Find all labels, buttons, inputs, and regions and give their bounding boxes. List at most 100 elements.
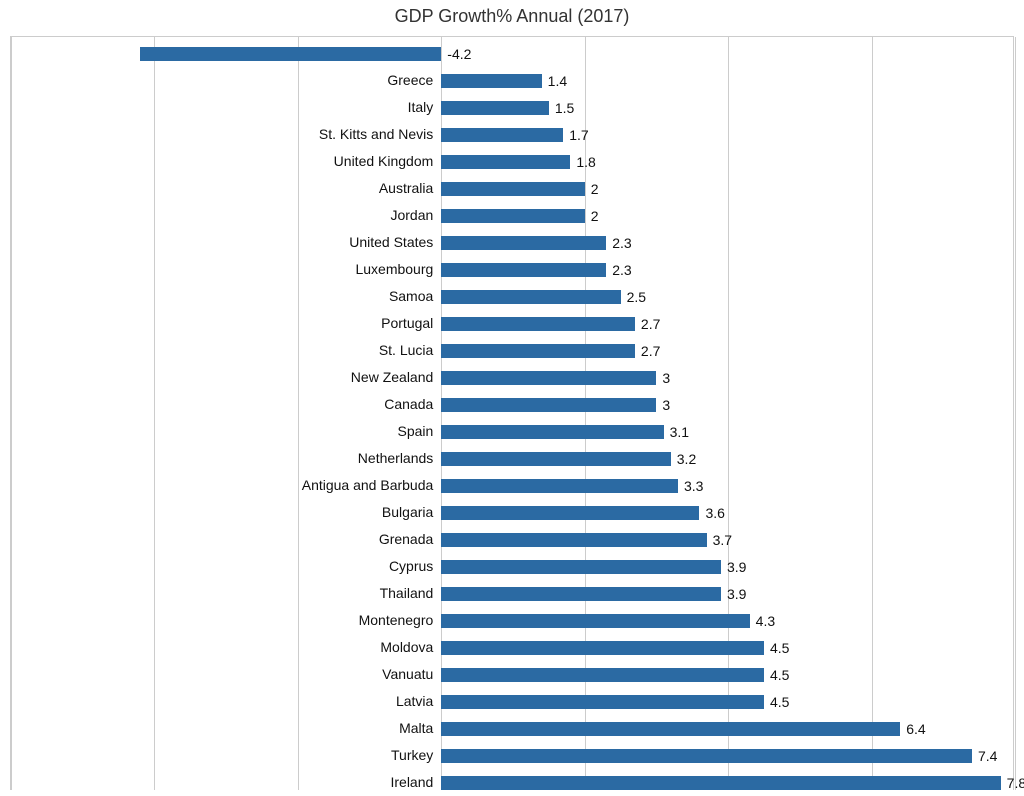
value-label: 2.5	[627, 289, 646, 305]
value-label: 3	[662, 370, 670, 386]
value-label: 2.3	[612, 235, 631, 251]
value-label: 4.5	[770, 640, 789, 656]
value-label: 7.4	[978, 748, 997, 764]
bar	[441, 668, 764, 682]
bar	[441, 560, 721, 574]
category-label: Spain	[397, 423, 433, 439]
value-label: 4.3	[756, 613, 775, 629]
bar-row: Malta 6.4	[11, 715, 1013, 742]
bar	[441, 101, 549, 115]
value-label: -4.2	[447, 46, 471, 62]
bar	[441, 641, 764, 655]
category-label: Turkey	[391, 747, 433, 763]
category-label: Vanuatu	[382, 666, 433, 682]
value-label: 2.7	[641, 343, 660, 359]
category-label: Samoa	[389, 288, 433, 304]
bar	[441, 398, 656, 412]
value-label: 3.1	[670, 424, 689, 440]
bar	[441, 452, 670, 466]
category-label: Portugal	[381, 315, 433, 331]
category-label: Moldova	[380, 639, 433, 655]
category-label: St. Lucia	[379, 342, 433, 358]
category-label: Jordan	[390, 207, 433, 223]
bar	[441, 587, 721, 601]
category-label: United States	[349, 234, 433, 250]
bar-row: New Zealand 3	[11, 364, 1013, 391]
category-label: Cyprus	[389, 558, 433, 574]
value-label: 3.2	[677, 451, 696, 467]
category-label: Canada	[384, 396, 433, 412]
category-label: New Zealand	[351, 369, 434, 385]
bar-row: Antigua and Barbuda 3.3	[11, 472, 1013, 499]
value-label: 3.9	[727, 559, 746, 575]
bar	[441, 479, 678, 493]
category-label: Malta	[399, 720, 433, 736]
value-label: 1.7	[569, 127, 588, 143]
value-label: 3.6	[705, 505, 724, 521]
bar	[441, 425, 663, 439]
bar-row: Ireland7.8	[11, 769, 1013, 796]
bar	[441, 344, 635, 358]
value-label: 4.5	[770, 667, 789, 683]
bar	[441, 263, 606, 277]
value-label: 2.3	[612, 262, 631, 278]
bar-row: Moldova 4.5	[11, 634, 1013, 661]
plot-area: Dominica-4.2 Greece 1.4 Italy1.5St. Kitts a…	[10, 36, 1014, 790]
bar	[441, 722, 900, 736]
gridline	[1015, 37, 1016, 790]
value-label: 1.8	[576, 154, 595, 170]
bar-row: Italy1.5	[11, 94, 1013, 121]
bar-row: United States 2.3	[11, 229, 1013, 256]
bar-row: Netherlands 3.2	[11, 445, 1013, 472]
bar	[140, 47, 441, 61]
gdp-growth-chart: GDP Growth% Annual (2017) Dominica-4.2 Gr…	[0, 0, 1024, 796]
bar-row: Australia 2	[11, 175, 1013, 202]
category-label: Latvia	[396, 693, 433, 709]
bar	[441, 533, 706, 547]
category-label: Antigua and Barbuda	[302, 477, 434, 493]
bar-row: Spain 3.1	[11, 418, 1013, 445]
bar	[441, 155, 570, 169]
category-label: Ireland	[390, 774, 433, 790]
bar	[441, 209, 584, 223]
bar-row: St. Kitts and Nevis1.7	[11, 121, 1013, 148]
bar-row: Grenada3.7	[11, 526, 1013, 553]
category-label: Australia	[379, 180, 433, 196]
category-label: Luxembourg	[355, 261, 433, 277]
bar-row: Cyprus 3.9	[11, 553, 1013, 580]
category-label: Grenada	[379, 531, 433, 547]
bar	[441, 290, 620, 304]
value-label: 7.8	[1007, 775, 1024, 791]
bar-row: St. Lucia 2.7	[11, 337, 1013, 364]
value-label: 1.4	[548, 73, 567, 89]
bar-row: Thailand3.9	[11, 580, 1013, 607]
bar-row: Samoa 2.5	[11, 283, 1013, 310]
bar-row: Luxembourg 2.3	[11, 256, 1013, 283]
category-label: Italy	[408, 99, 434, 115]
bar-row: Dominica-4.2	[11, 40, 1013, 67]
value-label: 4.5	[770, 694, 789, 710]
value-label: 2	[591, 181, 599, 197]
value-label: 3.3	[684, 478, 703, 494]
bar	[441, 749, 972, 763]
bar-row: Jordan 2	[11, 202, 1013, 229]
value-label: 2	[591, 208, 599, 224]
bar-row: Latvia 4.5	[11, 688, 1013, 715]
category-label: United Kingdom	[334, 153, 434, 169]
chart-title: GDP Growth% Annual (2017)	[0, 6, 1024, 27]
category-label: Netherlands	[358, 450, 434, 466]
bar	[441, 371, 656, 385]
value-label: 3.9	[727, 586, 746, 602]
bar-row: Bulgaria3.6	[11, 499, 1013, 526]
bar	[441, 128, 563, 142]
bar	[441, 695, 764, 709]
bar-row: Vanuatu 4.5	[11, 661, 1013, 688]
value-label: 2.7	[641, 316, 660, 332]
bar-row: Turkey 7.4	[11, 742, 1013, 769]
bar	[441, 74, 541, 88]
bar	[441, 236, 606, 250]
value-label: 6.4	[906, 721, 925, 737]
category-label: Greece	[387, 72, 433, 88]
bar-row: Montenegro 4.3	[11, 607, 1013, 634]
category-label: Montenegro	[359, 612, 434, 628]
